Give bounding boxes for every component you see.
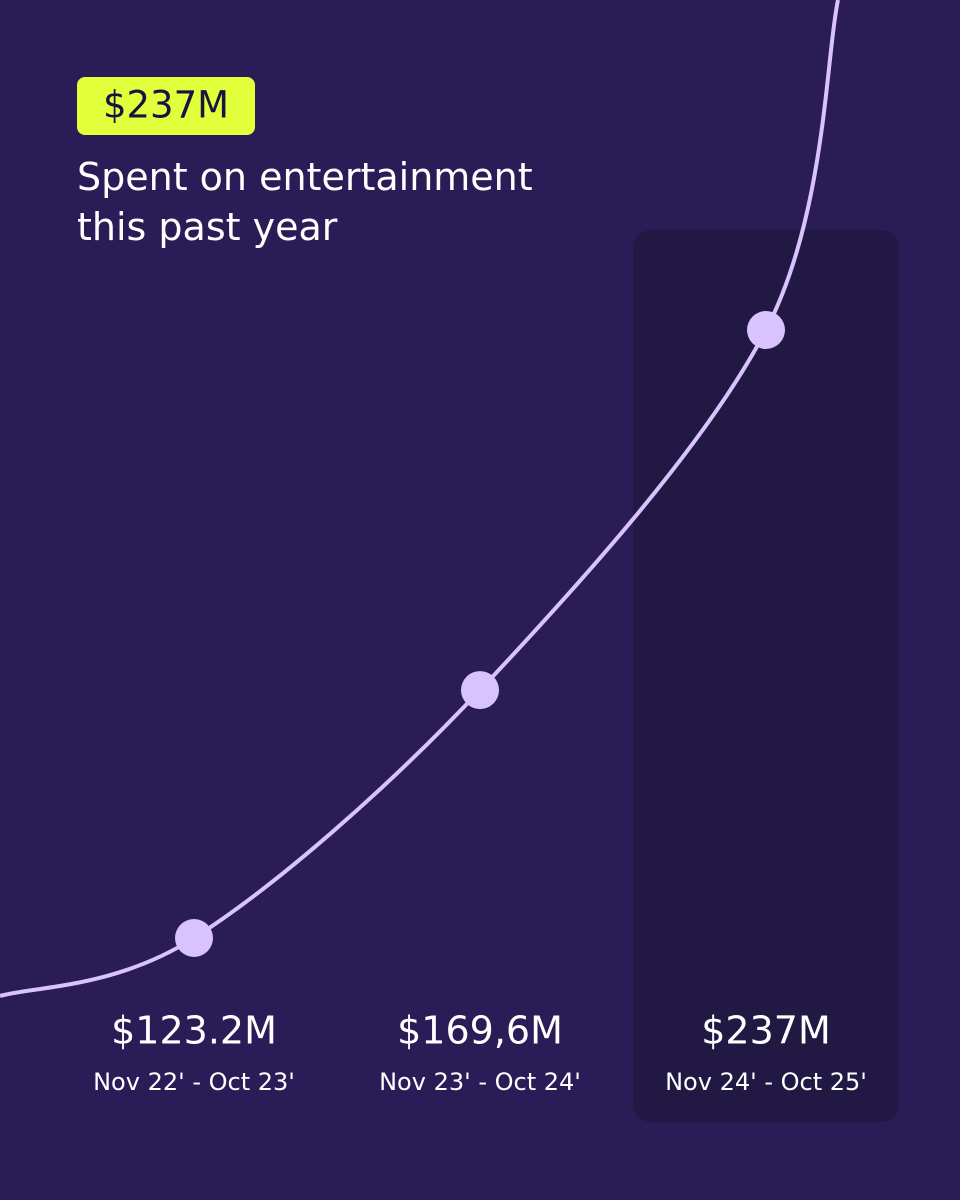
subtitle: Spent on entertainment this past year: [77, 155, 533, 249]
value-label: $123.2M: [111, 1009, 277, 1053]
value-label: $237M: [701, 1009, 831, 1053]
x-tick-label: Nov 24' - Oct 25': [665, 1068, 867, 1096]
subtitle-box: Spent on entertainment this past year: [77, 155, 533, 249]
curve-extension: [0, 936, 196, 998]
point: [747, 311, 785, 349]
badge: $237M: [103, 84, 229, 127]
x-tick-label: Nov 22' - Oct 23': [93, 1068, 295, 1096]
curve-extension: [764, 0, 840, 331]
point: [461, 671, 499, 710]
highlight-column: [633, 230, 899, 1122]
point: [175, 919, 213, 957]
value-label: $169,6M: [397, 1009, 563, 1053]
badge-background: [77, 77, 255, 135]
x-tick-label: Nov 23' - Oct 24': [379, 1068, 581, 1096]
